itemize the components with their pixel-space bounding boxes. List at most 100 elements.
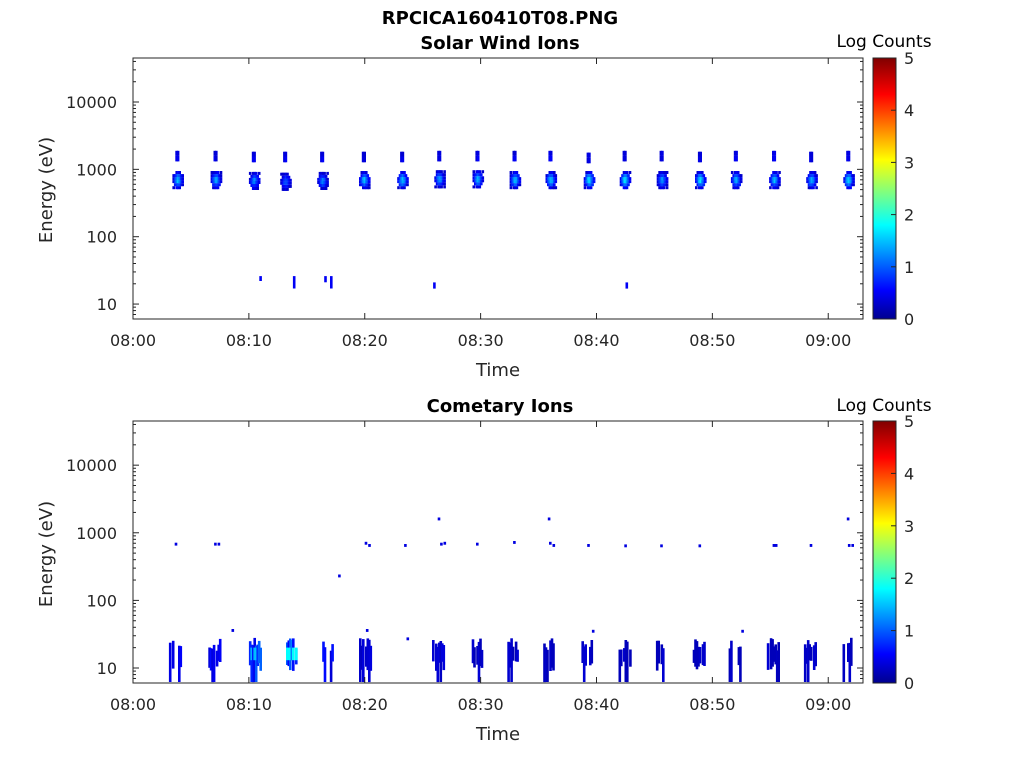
cometary-cell bbox=[254, 645, 258, 682]
burst-cell bbox=[176, 186, 180, 190]
burst-cell bbox=[772, 180, 775, 184]
burst-cell bbox=[318, 174, 322, 178]
burst-cell bbox=[772, 171, 775, 174]
sparse-cell bbox=[437, 517, 441, 521]
burst-cell bbox=[284, 187, 288, 191]
burst-cell bbox=[289, 178, 292, 182]
burst-cell bbox=[515, 183, 519, 187]
cometary-cell bbox=[211, 648, 214, 683]
burst-cell bbox=[287, 175, 291, 179]
burst-upper-cell bbox=[361, 151, 365, 157]
burst-cell bbox=[515, 174, 519, 178]
burst-cell bbox=[256, 181, 259, 184]
burst-cell bbox=[368, 183, 371, 187]
burst-cell bbox=[849, 174, 852, 178]
burst-cell bbox=[397, 177, 400, 181]
y-tick-label: 100 bbox=[86, 591, 117, 610]
burst-upper-cell bbox=[512, 155, 516, 162]
burst-cell bbox=[736, 177, 740, 181]
burst-cell bbox=[283, 175, 286, 179]
burst-cell bbox=[592, 177, 596, 181]
burst-cell bbox=[514, 174, 517, 178]
burst-cell bbox=[696, 171, 700, 174]
burst-cell bbox=[218, 180, 221, 184]
burst-cell bbox=[475, 176, 479, 180]
burst-cell bbox=[661, 183, 664, 187]
burst-cell bbox=[435, 176, 439, 180]
burst-cell bbox=[472, 170, 476, 174]
cometary-cell bbox=[171, 640, 175, 669]
burst-cell bbox=[215, 183, 218, 187]
burst-cell bbox=[515, 186, 519, 190]
burst-cell bbox=[550, 171, 553, 174]
burst-upper-cell bbox=[699, 151, 702, 157]
burst-cell bbox=[478, 170, 482, 174]
burst-upper-cell bbox=[321, 156, 325, 163]
burst-cell bbox=[810, 183, 814, 187]
burst-cell bbox=[815, 180, 818, 184]
burst-cell bbox=[514, 180, 517, 184]
colorbar-tick-label: 5 bbox=[904, 49, 914, 68]
burst-cell bbox=[286, 175, 289, 179]
burst-cell bbox=[175, 171, 178, 174]
burst-cell bbox=[695, 174, 698, 178]
burst-cell bbox=[662, 183, 666, 187]
burst-cell bbox=[323, 184, 326, 187]
burst-upper-cell bbox=[588, 152, 591, 158]
burst-cell bbox=[474, 176, 477, 180]
cometary-cell bbox=[516, 649, 519, 662]
burst-cell bbox=[846, 186, 849, 190]
burst-cell bbox=[698, 186, 701, 190]
burst-upper-cell bbox=[215, 150, 218, 156]
burst-cell bbox=[210, 171, 214, 174]
burst-cell bbox=[281, 178, 285, 182]
cometary-cell bbox=[369, 645, 373, 671]
cometary-cell bbox=[769, 638, 773, 670]
burst-cell bbox=[321, 187, 325, 190]
burst-upper-cell bbox=[735, 155, 738, 162]
burst-cell bbox=[702, 174, 706, 178]
burst-cell bbox=[438, 170, 442, 174]
burst-cell bbox=[178, 180, 181, 184]
burst-cell bbox=[254, 177, 258, 181]
burst-cell bbox=[321, 171, 325, 175]
burst-cell bbox=[400, 174, 403, 178]
burst-cell bbox=[772, 183, 775, 187]
burst-cell bbox=[365, 183, 368, 187]
cometary-cell bbox=[259, 647, 262, 671]
cometary-cell bbox=[692, 649, 696, 663]
low-energy-cell bbox=[330, 276, 333, 289]
burst-upper-cell bbox=[176, 155, 180, 162]
cometary-cell bbox=[812, 645, 816, 670]
burst-cell bbox=[589, 171, 593, 174]
burst-cell bbox=[658, 183, 661, 187]
burst-upper-cell bbox=[772, 155, 775, 162]
burst-cell bbox=[253, 187, 256, 190]
burst-cell bbox=[363, 180, 367, 184]
burst-cell bbox=[210, 180, 214, 184]
cometary-cell bbox=[546, 649, 549, 682]
burst-cell bbox=[849, 186, 852, 190]
burst-cell bbox=[481, 176, 485, 180]
burst-upper-cell bbox=[476, 155, 480, 162]
burst-cell bbox=[397, 180, 400, 184]
burst-cell bbox=[517, 180, 520, 184]
burst-upper-cell bbox=[549, 150, 553, 156]
burst-cell bbox=[401, 174, 405, 178]
cometary-cell bbox=[624, 640, 628, 682]
burst-cell bbox=[554, 177, 558, 181]
burst-upper-cell bbox=[437, 150, 440, 156]
burst-cell bbox=[547, 177, 550, 181]
sparse-cell bbox=[406, 637, 410, 641]
burst-cell bbox=[810, 171, 814, 174]
burst-cell bbox=[317, 177, 320, 181]
burst-cell bbox=[251, 171, 255, 175]
burst-cell bbox=[437, 173, 440, 177]
burst-upper-cell bbox=[175, 150, 178, 156]
burst-cell bbox=[588, 183, 591, 187]
burst-upper-cell bbox=[514, 155, 517, 162]
y-tick-label: 1000 bbox=[76, 524, 117, 543]
burst-cell bbox=[775, 183, 778, 187]
cometary-cell bbox=[248, 641, 252, 666]
burst-cell bbox=[810, 180, 814, 184]
